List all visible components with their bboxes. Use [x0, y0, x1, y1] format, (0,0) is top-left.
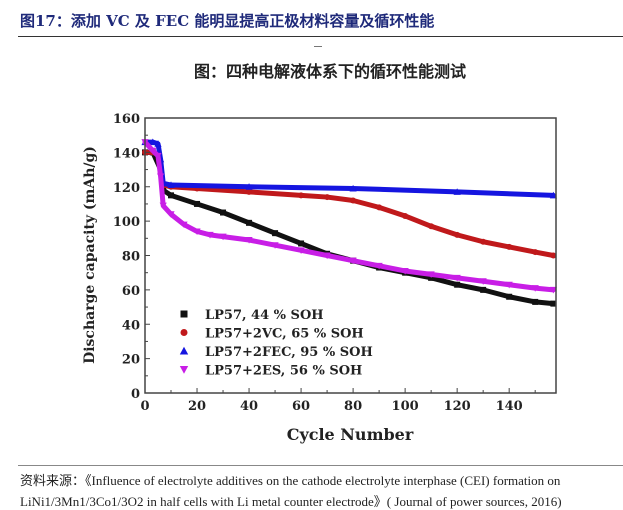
- data-point: [180, 221, 188, 229]
- source-note: 资料来源：《Influence of electrolyte additives…: [20, 473, 561, 488]
- legend-item: LP57, 44 % SOH: [180, 308, 324, 323]
- data-point: [506, 293, 513, 300]
- x-tick-label: 40: [240, 399, 258, 414]
- x-tick-label: 20: [188, 399, 206, 414]
- data-point: [549, 286, 557, 294]
- legend-item: LP57+2ES, 56 % SOH: [179, 364, 362, 379]
- data-point: [349, 257, 357, 265]
- data-point: [245, 183, 253, 190]
- data-point: [402, 212, 409, 219]
- data-point: [549, 191, 557, 199]
- series-3: [141, 139, 557, 294]
- data-point: [480, 238, 487, 245]
- data-point: [531, 285, 539, 292]
- data-point: [194, 200, 201, 207]
- data-point: [167, 211, 175, 218]
- data-point: [298, 192, 305, 199]
- y-tick-label: 40: [122, 318, 140, 333]
- legend-label: LP57+2ES, 56 % SOH: [205, 364, 362, 379]
- legend-marker: [180, 329, 188, 336]
- legend-label: LP57, 44 % SOH: [205, 308, 324, 323]
- legend-label: LP57+2VC, 65 % SOH: [205, 327, 364, 342]
- data-point: [505, 281, 513, 289]
- data-point: [427, 271, 435, 279]
- y-tick-label: 120: [113, 181, 140, 196]
- data-point: [297, 247, 305, 254]
- data-point: [323, 252, 331, 260]
- data-point: [154, 140, 162, 147]
- dash-mark: [314, 46, 322, 47]
- figure-title: 图17：添加 VC 及 FEC 能明显提高正极材料容量及循环性能: [20, 12, 435, 30]
- legend: LP57, 44 % SOH LP57+2VC, 65 % SOH LP57+2FE…: [179, 308, 373, 379]
- data-point: [479, 278, 487, 285]
- data-point: [550, 252, 557, 259]
- y-tick-label: 80: [122, 250, 140, 265]
- series-line: [142, 139, 556, 293]
- data-point: [219, 233, 227, 241]
- data-point: [149, 147, 157, 155]
- plot-marks: [141, 138, 557, 307]
- x-axis-label: Cycle Number: [287, 425, 414, 444]
- data-point: [349, 184, 357, 192]
- data-point: [324, 194, 331, 201]
- x-tick-label: 140: [496, 399, 523, 414]
- legend-item: LP57+2FEC, 95 % SOH: [179, 345, 373, 360]
- data-point: [246, 219, 253, 226]
- y-tick-label: 100: [113, 215, 140, 230]
- legend-marker: [179, 366, 189, 374]
- data-point: [376, 204, 383, 211]
- data-point: [375, 262, 383, 270]
- x-tick-label: 120: [444, 399, 471, 414]
- data-point: [453, 188, 461, 195]
- legend-label: LP57+2FEC, 95 % SOH: [205, 345, 373, 360]
- data-point: [168, 192, 175, 199]
- data-point: [154, 152, 162, 160]
- data-point: [453, 274, 461, 282]
- data-point: [220, 209, 227, 216]
- data-point: [506, 243, 513, 250]
- series-line: [142, 139, 556, 198]
- x-tick-label: 0: [140, 399, 149, 414]
- data-point: [350, 197, 357, 204]
- data-point: [149, 138, 157, 146]
- data-point: [532, 298, 539, 305]
- data-point: [193, 228, 201, 236]
- series-line: [142, 149, 556, 258]
- data-point: [157, 173, 165, 181]
- data-point: [454, 281, 461, 288]
- data-point: [159, 202, 167, 210]
- x-tick-label: 80: [344, 399, 362, 414]
- x-tick-label: 60: [292, 399, 310, 414]
- legend-item: LP57+2VC, 65 % SOH: [180, 327, 364, 342]
- data-point: [167, 181, 175, 189]
- data-point: [245, 237, 253, 244]
- top-divider: [18, 36, 623, 37]
- y-tick-label: 60: [122, 284, 140, 299]
- y-axis-label: Discharge capacity (mAh/g): [82, 146, 98, 364]
- data-point: [480, 286, 487, 293]
- data-point: [298, 240, 305, 247]
- x-tick-label: 100: [392, 399, 419, 414]
- data-point: [272, 230, 279, 237]
- data-point: [246, 188, 253, 195]
- data-point: [532, 249, 539, 256]
- bottom-divider: [18, 465, 623, 466]
- data-point: [428, 223, 435, 230]
- axis-ticks: 0 20 40 60 80 100 120 140 0 20 40 60 80 100 120 140 160: [113, 112, 536, 414]
- data-point: [271, 242, 279, 249]
- legend-marker: [179, 346, 189, 355]
- chart-title: 图：四种电解液体系下的循环性能测试: [193, 62, 466, 81]
- legend-marker: [180, 310, 188, 318]
- y-tick-label: 140: [113, 146, 140, 161]
- data-point: [206, 231, 214, 239]
- cycle-performance-chart: 0 20 40 60 80 100 120 140020406080100120140160 …: [82, 112, 557, 444]
- y-tick-label: 20: [122, 353, 140, 368]
- data-point: [401, 267, 409, 275]
- y-tick-label: 0: [131, 387, 140, 402]
- data-point: [550, 300, 557, 307]
- data-point: [454, 231, 461, 238]
- y-tick-label: 160: [113, 112, 140, 127]
